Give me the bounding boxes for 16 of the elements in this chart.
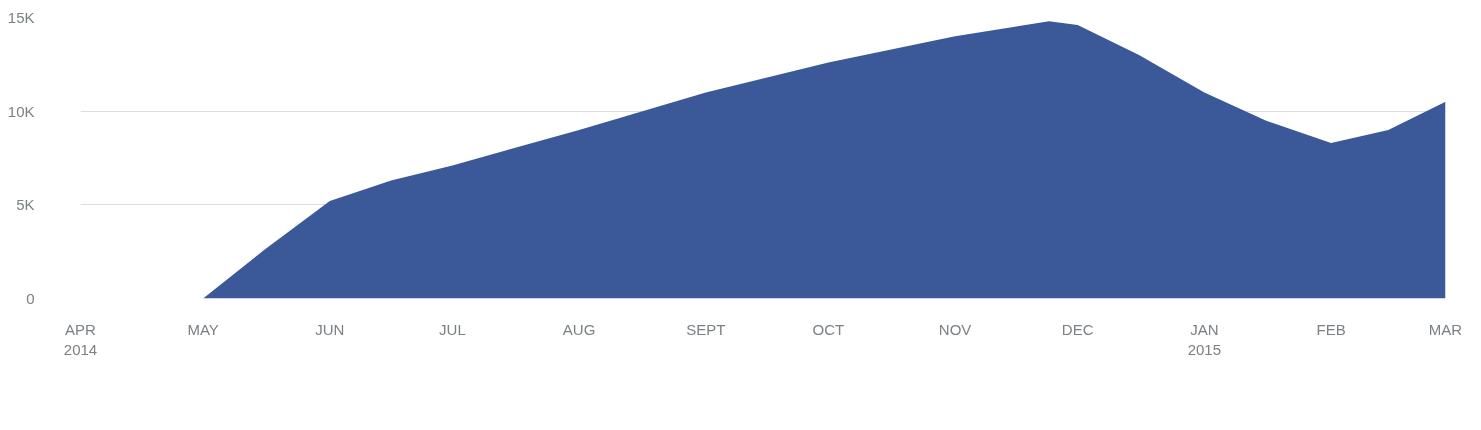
x-tick-label: FEB [1316, 320, 1346, 338]
y-tick-label: 5K [16, 196, 35, 214]
x-tick-label: MAR [1428, 320, 1463, 338]
x-tick-label: AUG [562, 320, 596, 338]
x-tick-label: NOV [938, 320, 972, 338]
x-tick-label: OCT [812, 320, 845, 338]
x-tick-label: JUL [439, 320, 466, 338]
x-tick-label: JUN [315, 320, 345, 338]
x-tick-label: JAN 2015 [1187, 320, 1222, 358]
x-tick-label: MAY [187, 320, 219, 338]
x-tick-label: SEPT [686, 320, 726, 338]
y-tick-label: 15K [7, 9, 35, 26]
x-tick-label: DEC [1061, 320, 1094, 338]
y-tick-label: 0 [26, 290, 35, 307]
y-tick-label: 10K [7, 102, 35, 120]
x-tick-label: APR 2014 [63, 320, 98, 358]
